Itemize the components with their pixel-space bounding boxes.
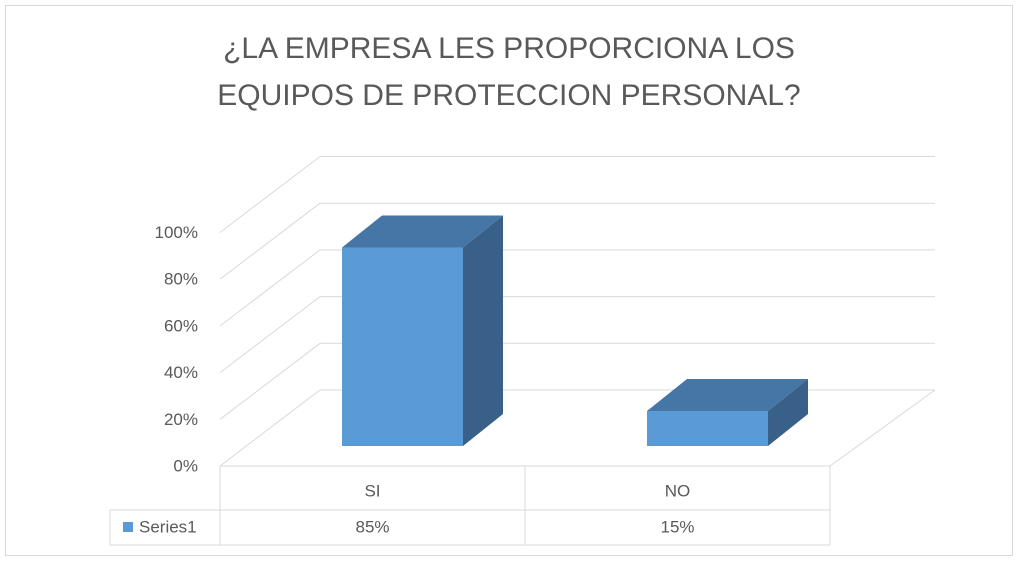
y-tick-label: 100% (155, 223, 198, 242)
y-tick-label: 40% (164, 363, 198, 382)
x-tick-label: NO (665, 481, 691, 500)
chart-border (5, 5, 1013, 556)
data-table-value: 85% (355, 517, 389, 536)
title-box: ¿LA EMPRESA LES PROPORCIONA LOS EQUIPOS … (217, 32, 801, 112)
legend-swatch (123, 522, 133, 532)
y-tick-label: 20% (164, 410, 198, 429)
legend-label: Series1 (139, 517, 197, 536)
bar-side (463, 215, 503, 446)
bar-top (647, 378, 808, 411)
data-table-value: 15% (660, 517, 694, 536)
bar (342, 247, 463, 446)
grid-line (219, 389, 321, 467)
grid-line (219, 202, 321, 280)
bar-top (342, 215, 503, 248)
grid-line (219, 156, 321, 233)
y-tick-label: 0% (173, 456, 198, 475)
x-tick-label: SI (364, 481, 380, 500)
bar (647, 410, 768, 446)
floor-edge (829, 389, 936, 467)
bar-side (768, 378, 808, 446)
grid-line (219, 249, 321, 327)
y-tick-label: 80% (164, 270, 198, 289)
grid-line (219, 296, 321, 373)
y-tick-label: 60% (164, 316, 198, 335)
chart-title: ¿LA EMPRESA LES PROPORCIONA LOS EQUIPOS … (217, 32, 801, 112)
grid-line (219, 342, 321, 420)
